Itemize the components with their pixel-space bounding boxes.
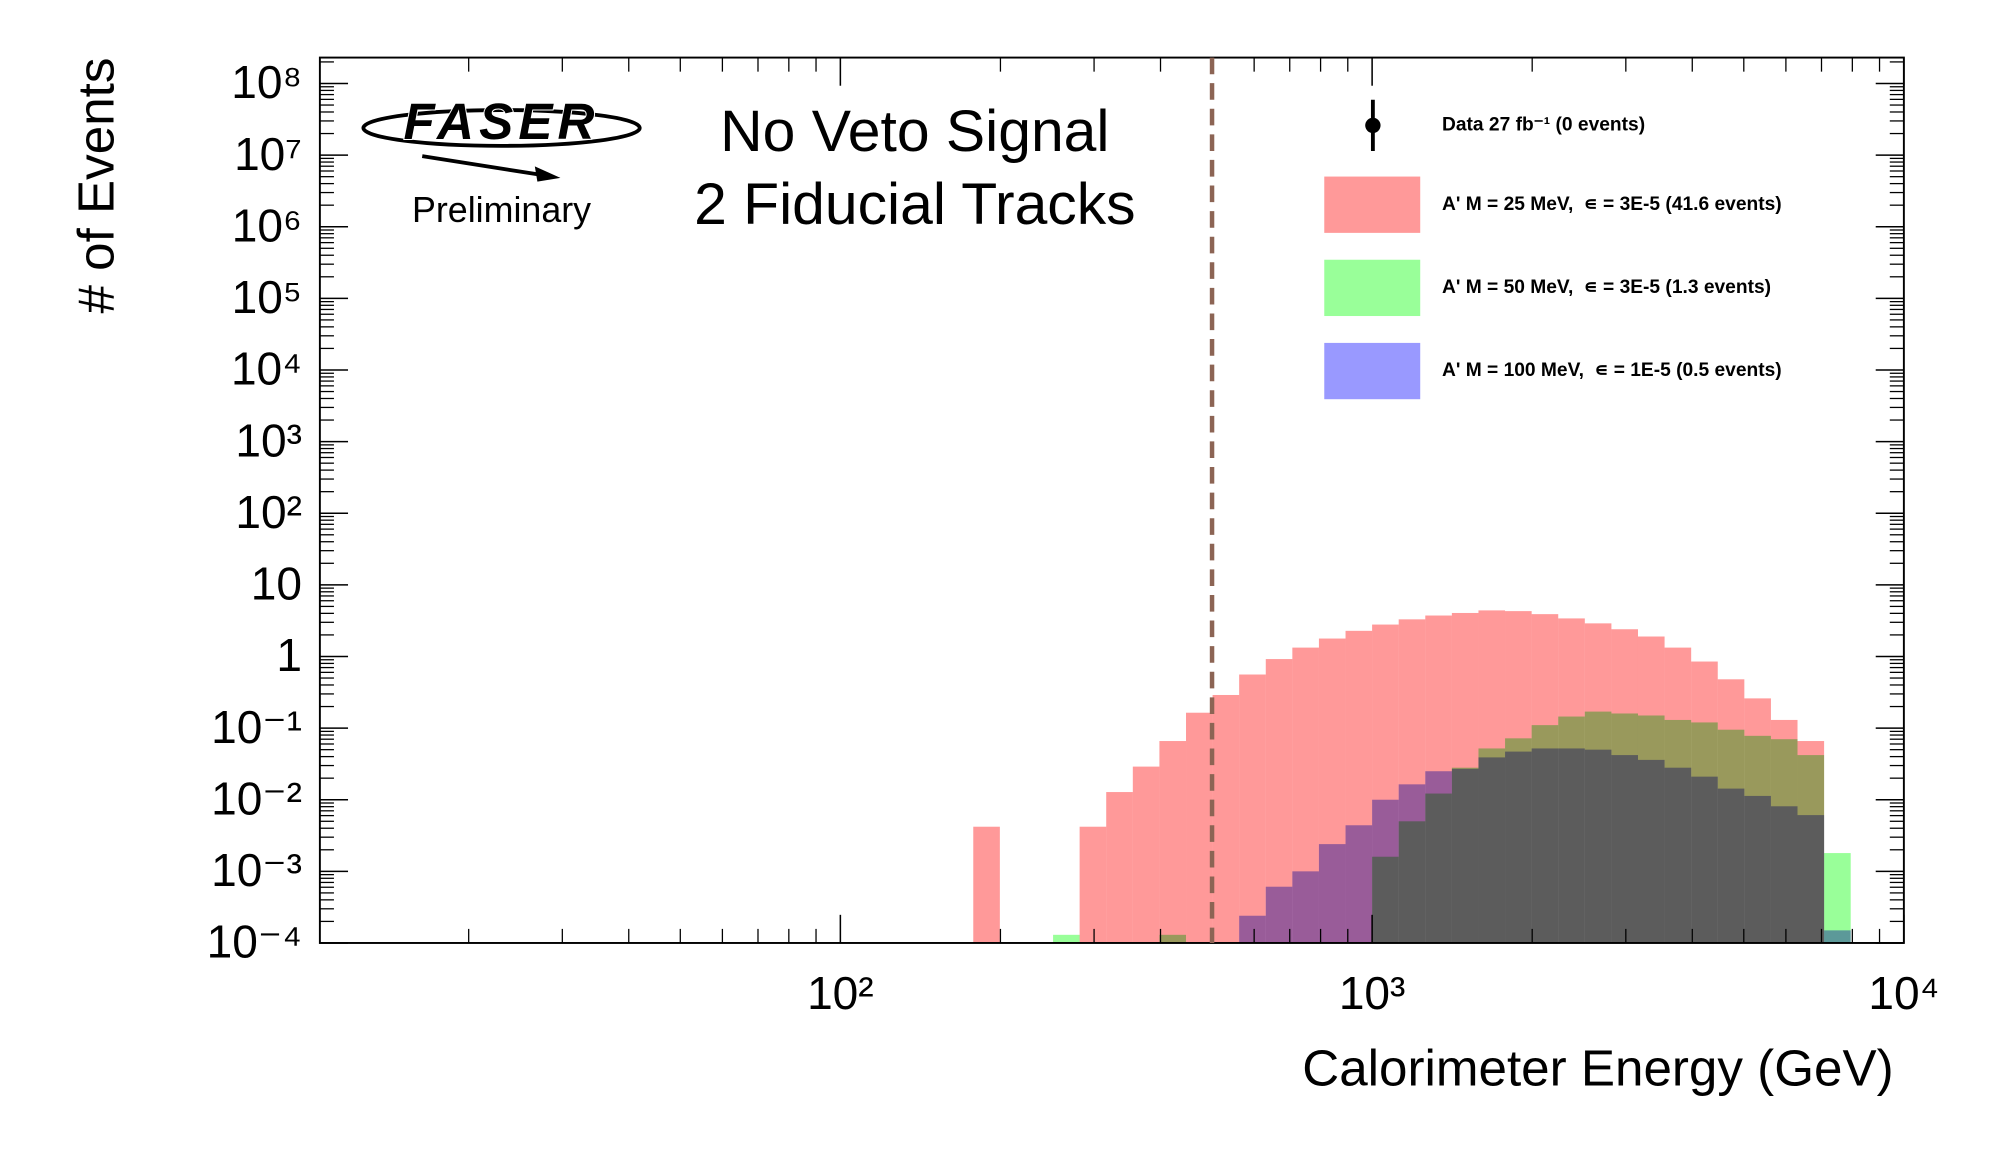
legend-label: Data 27 fb⁻¹ (0 events) <box>1442 114 1645 135</box>
plot-area <box>973 610 1851 943</box>
bar <box>1425 771 1452 943</box>
legend-swatch <box>1324 342 1421 400</box>
bar <box>1770 806 1798 943</box>
bar <box>1691 776 1718 943</box>
y-tick-label: 10⁷ <box>234 128 302 180</box>
bar <box>1345 825 1373 943</box>
bar <box>1478 757 1506 943</box>
x-tick-label: 10³ <box>1339 967 1406 1019</box>
bar <box>1797 815 1825 943</box>
x-tick-label: 10² <box>807 967 874 1019</box>
bar <box>1132 766 1160 943</box>
bar <box>1584 749 1612 943</box>
bar <box>1505 751 1532 943</box>
logo-subtitle: Preliminary <box>412 190 591 230</box>
annotation: No Veto Signal <box>720 99 1109 164</box>
legend-swatch <box>1324 259 1421 317</box>
logo-arrowhead <box>534 166 561 182</box>
bar <box>1318 844 1346 943</box>
bar <box>1239 674 1266 943</box>
bar <box>1664 767 1692 943</box>
bar <box>1186 712 1213 943</box>
bar <box>1079 826 1107 943</box>
bar <box>1824 930 1851 943</box>
bar <box>1106 792 1133 943</box>
y-axis-label: # of Events <box>67 58 124 314</box>
y-tick-label: 1 <box>276 629 302 681</box>
bar <box>1637 759 1665 943</box>
legend-swatch <box>1324 176 1421 233</box>
legend-label: A' M = 100 MeV, ∊ = 1E-5 (0.5 events) <box>1442 360 1782 381</box>
logo: FASER Preliminary <box>361 92 642 230</box>
bar <box>1212 694 1240 943</box>
logo-text: FASER <box>403 93 599 150</box>
bar <box>1611 755 1638 943</box>
y-tick-label: 10⁸ <box>231 56 302 108</box>
legend: Data 27 fb⁻¹ (0 events) <box>1365 99 1645 151</box>
bar <box>1239 915 1266 943</box>
x-axis-label: Calorimeter Energy (GeV) <box>1302 1040 1893 1097</box>
annotation: 2 Fiducial Tracks <box>694 172 1135 237</box>
bar <box>1451 768 1479 943</box>
bar <box>1558 748 1585 943</box>
y-tick-label: 10⁻³ <box>211 844 302 896</box>
legend-label: A' M = 50 MeV, ∊ = 3E-5 (1.3 events) <box>1442 277 1771 298</box>
y-tick-label: 10² <box>235 486 302 538</box>
bar <box>1717 788 1745 943</box>
bar <box>1372 799 1399 943</box>
logo-swoosh <box>361 108 642 148</box>
y-tick-label: 10³ <box>235 414 302 466</box>
series <box>1239 748 1851 943</box>
bar <box>1265 886 1293 943</box>
legend-marker <box>1365 117 1381 134</box>
bar <box>1159 741 1187 943</box>
bar <box>1398 784 1426 943</box>
legend-label: A' M = 25 MeV, ∊ = 3E-5 (41.6 events) <box>1442 194 1782 215</box>
y-tick-label: 10⁻⁴ <box>207 916 302 968</box>
bar <box>1292 871 1319 943</box>
bar <box>973 826 1000 943</box>
bar <box>1531 748 1559 943</box>
y-tick-label: 10⁵ <box>232 271 302 323</box>
y-tick-label: 10⁶ <box>232 199 302 251</box>
y-tick-label: 10⁻² <box>211 772 302 824</box>
frame <box>318 56 1905 944</box>
y-tick-label: 10 <box>251 558 302 610</box>
bar <box>1053 934 1080 943</box>
y-tick-label: 10⁴ <box>231 343 302 395</box>
y-tick-label: 10⁻¹ <box>211 701 302 753</box>
x-tick-label: 10⁴ <box>1868 967 1939 1019</box>
bar <box>1824 853 1851 943</box>
bar <box>1159 934 1187 943</box>
logo-arrow <box>421 154 545 178</box>
bar <box>1744 795 1771 943</box>
